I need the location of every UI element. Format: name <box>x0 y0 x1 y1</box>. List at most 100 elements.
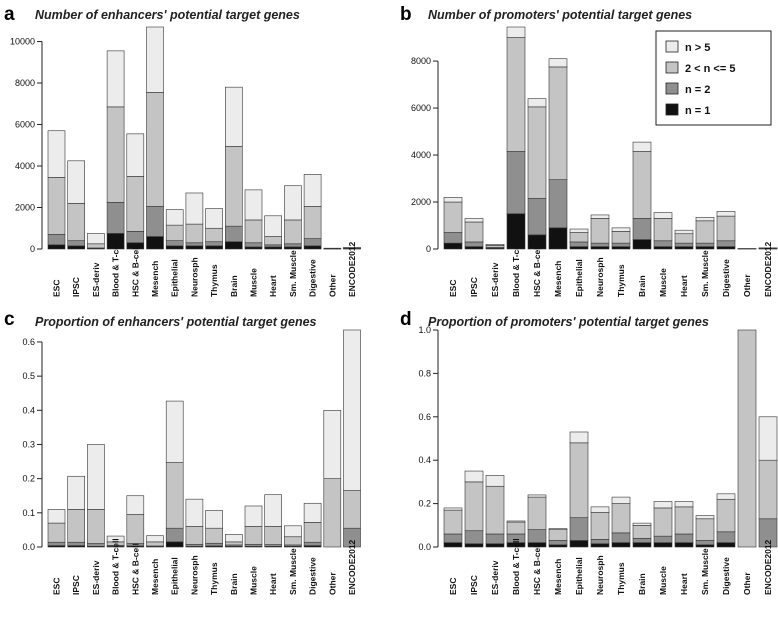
bar-segment-a-digestive-n3 <box>303 206 322 239</box>
legend-label-2-lt-n-le-5: 2 < n <= 5 <box>685 63 735 75</box>
bar-a-other <box>323 247 342 250</box>
bars-b <box>443 26 778 250</box>
y-tick-label-a-2: 4000 <box>15 161 35 171</box>
x-label-a-epithelial: Epithelial <box>170 259 180 297</box>
bar-segment-a-ipsc-n1 <box>67 245 85 250</box>
bar-segment-a-brain-n3 <box>225 146 243 227</box>
x-label-b-heart: Heart <box>679 275 689 297</box>
panel-d-promoter-proportion: d Proportion of promoters' potential tar… <box>400 309 778 595</box>
x-label-a-blood-t-cell: Blood & T-cell <box>111 240 121 297</box>
bar-segment-a-blood-t-cell-n3 <box>106 106 125 203</box>
bar-segment-d-mesench-n1 <box>548 544 568 548</box>
legend-item-2-lt-n-le-5: 2 < n <= 5 <box>665 61 735 75</box>
bar-segment-d-hsc-b-cell-n4 <box>527 494 547 498</box>
bar-segment-a-muscle-n1 <box>244 246 263 250</box>
bar-segment-c-ipsc-n3 <box>67 509 85 543</box>
bar-segment-b-hsc-b-cell-n2 <box>527 198 547 236</box>
bar-segment-b-brain-n4 <box>632 141 652 152</box>
bar-segment-b-digestive-n3 <box>716 215 736 242</box>
bar-c-blood-t-cell <box>106 535 125 548</box>
panel-title-a: Number of enhancers' potential target ge… <box>35 8 300 22</box>
bar-segment-a-ipsc-n2 <box>67 240 85 247</box>
bar-segment-d-neurosph-n4 <box>590 506 610 513</box>
bar-segment-b-heart-n2 <box>674 242 694 247</box>
x-label-a-hsc-b-cell: HSC & B-cell <box>130 245 140 297</box>
bar-segment-c-ipsc-n4 <box>67 475 85 510</box>
bar-segment-d-brain-n4 <box>632 522 652 526</box>
x-label-b-encode2012: ENCODE2012 <box>763 241 773 297</box>
bar-b-muscle <box>653 212 673 250</box>
bar-segment-b-muscle-n2 <box>653 240 673 247</box>
bar-c-sm-muscle <box>284 525 302 548</box>
bar-segment-d-epithelial-n2 <box>569 517 589 541</box>
x-label-a-brain: Brain <box>229 275 239 297</box>
bar-segment-a-esc-n3 <box>47 177 66 235</box>
bar-a-blood-t-cell <box>106 50 125 250</box>
x-label-b-esc: ESC <box>448 280 458 297</box>
x-label-d-ipsc: IPSC <box>469 575 479 595</box>
y-tick-label-a-1: 2000 <box>15 203 35 213</box>
bar-segment-a-thymus-n1 <box>205 245 223 250</box>
bar-d-heart <box>674 501 694 548</box>
bar-segment-d-muscle-n2 <box>653 535 673 543</box>
bar-segment-d-mesench-n4 <box>548 528 568 530</box>
bar-segment-b-heart-n1 <box>674 246 694 250</box>
y-tick-label-d-3: 0.6 <box>418 412 431 422</box>
bar-segment-d-other-n3 <box>737 329 757 548</box>
x-label-b-mesench: Mesench <box>553 261 563 297</box>
bar-segment-d-es-deriv-n4 <box>485 475 505 487</box>
bar-segment-a-hsc-b-cell-n4 <box>126 133 145 177</box>
x-label-a-encode2012: ENCODE2012 <box>347 241 357 297</box>
bar-b-neurosph <box>590 214 610 250</box>
bar-segment-b-neurosph-n1 <box>590 246 610 250</box>
x-label-c-thymus: Thymus <box>209 562 219 595</box>
x-label-c-heart: Heart <box>268 573 278 595</box>
bar-segment-b-thymus-n2 <box>611 242 631 247</box>
bar-d-es-deriv <box>485 475 505 548</box>
x-label-c-neurosph: Neurosph <box>189 555 199 595</box>
bar-segment-c-muscle-n2 <box>244 543 263 547</box>
bar-segment-b-esc-n3 <box>443 201 463 233</box>
bar-segment-b-mesench-n1 <box>548 227 568 250</box>
bar-segment-b-neurosph-n2 <box>590 242 610 247</box>
x-labels-a: ESC IPSC ES-deriv Blood & T-cell HSC & B-cel… <box>52 240 358 297</box>
bar-segment-b-neurosph-n3 <box>590 218 610 244</box>
bar-segment-c-heart-n3 <box>264 526 283 545</box>
x-label-d-epithelial: Epithelial <box>574 557 584 595</box>
bar-segment-b-digestive-n4 <box>716 211 736 217</box>
x-label-d-es-deriv: ES-deriv <box>490 560 500 595</box>
bar-segment-b-hsc-b-cell-n4 <box>527 98 547 108</box>
bar-segment-a-es-deriv-n4 <box>87 233 105 245</box>
bar-d-digestive <box>716 493 736 548</box>
y-tick-label-b-1: 2000 <box>411 197 431 207</box>
bar-segment-c-neurosph-n4 <box>185 498 204 527</box>
x-label-d-muscle: Muscle <box>658 566 668 595</box>
bar-segment-a-hsc-b-cell-n2 <box>126 231 145 244</box>
bar-segment-d-blood-t-cell-n4 <box>506 520 526 523</box>
bar-segment-b-ipsc-n4 <box>464 218 484 223</box>
x-label-d-heart: Heart <box>679 573 689 595</box>
bar-segment-a-muscle-n3 <box>244 219 263 244</box>
y-tick-label-a-0: 0 <box>30 244 35 254</box>
bar-b-thymus <box>611 227 631 250</box>
x-label-b-other: Other <box>742 274 752 297</box>
bar-segment-a-muscle-n2 <box>244 242 263 248</box>
bar-segment-b-sm-muscle-n2 <box>695 242 715 247</box>
y-axis-b: 0 2000 4000 6000 8000 <box>411 56 439 254</box>
bar-segment-d-brain-n2 <box>632 538 652 543</box>
y-tick-label-c-3: 0.3 <box>22 439 35 449</box>
bar-c-heart <box>264 494 283 548</box>
y-axis-a: 0 2000 4000 6000 8000 10000 <box>10 37 43 254</box>
bar-segment-b-sm-muscle-n3 <box>695 220 715 244</box>
bar-segment-d-digestive-n4 <box>716 493 736 500</box>
bar-d-hsc-b-cell <box>527 494 547 548</box>
bar-d-encode2012 <box>758 416 778 548</box>
bar-segment-b-sm-muscle-n4 <box>695 216 715 222</box>
bar-d-brain <box>632 522 652 548</box>
bar-segment-a-heart-n2 <box>264 244 283 248</box>
x-label-d-hsc-b-cell: HSC & B-cell <box>532 543 542 595</box>
bar-segment-a-ipsc-n4 <box>67 160 85 204</box>
bar-segment-d-sm-muscle-n3 <box>695 518 715 541</box>
bar-a-esc <box>47 130 66 250</box>
